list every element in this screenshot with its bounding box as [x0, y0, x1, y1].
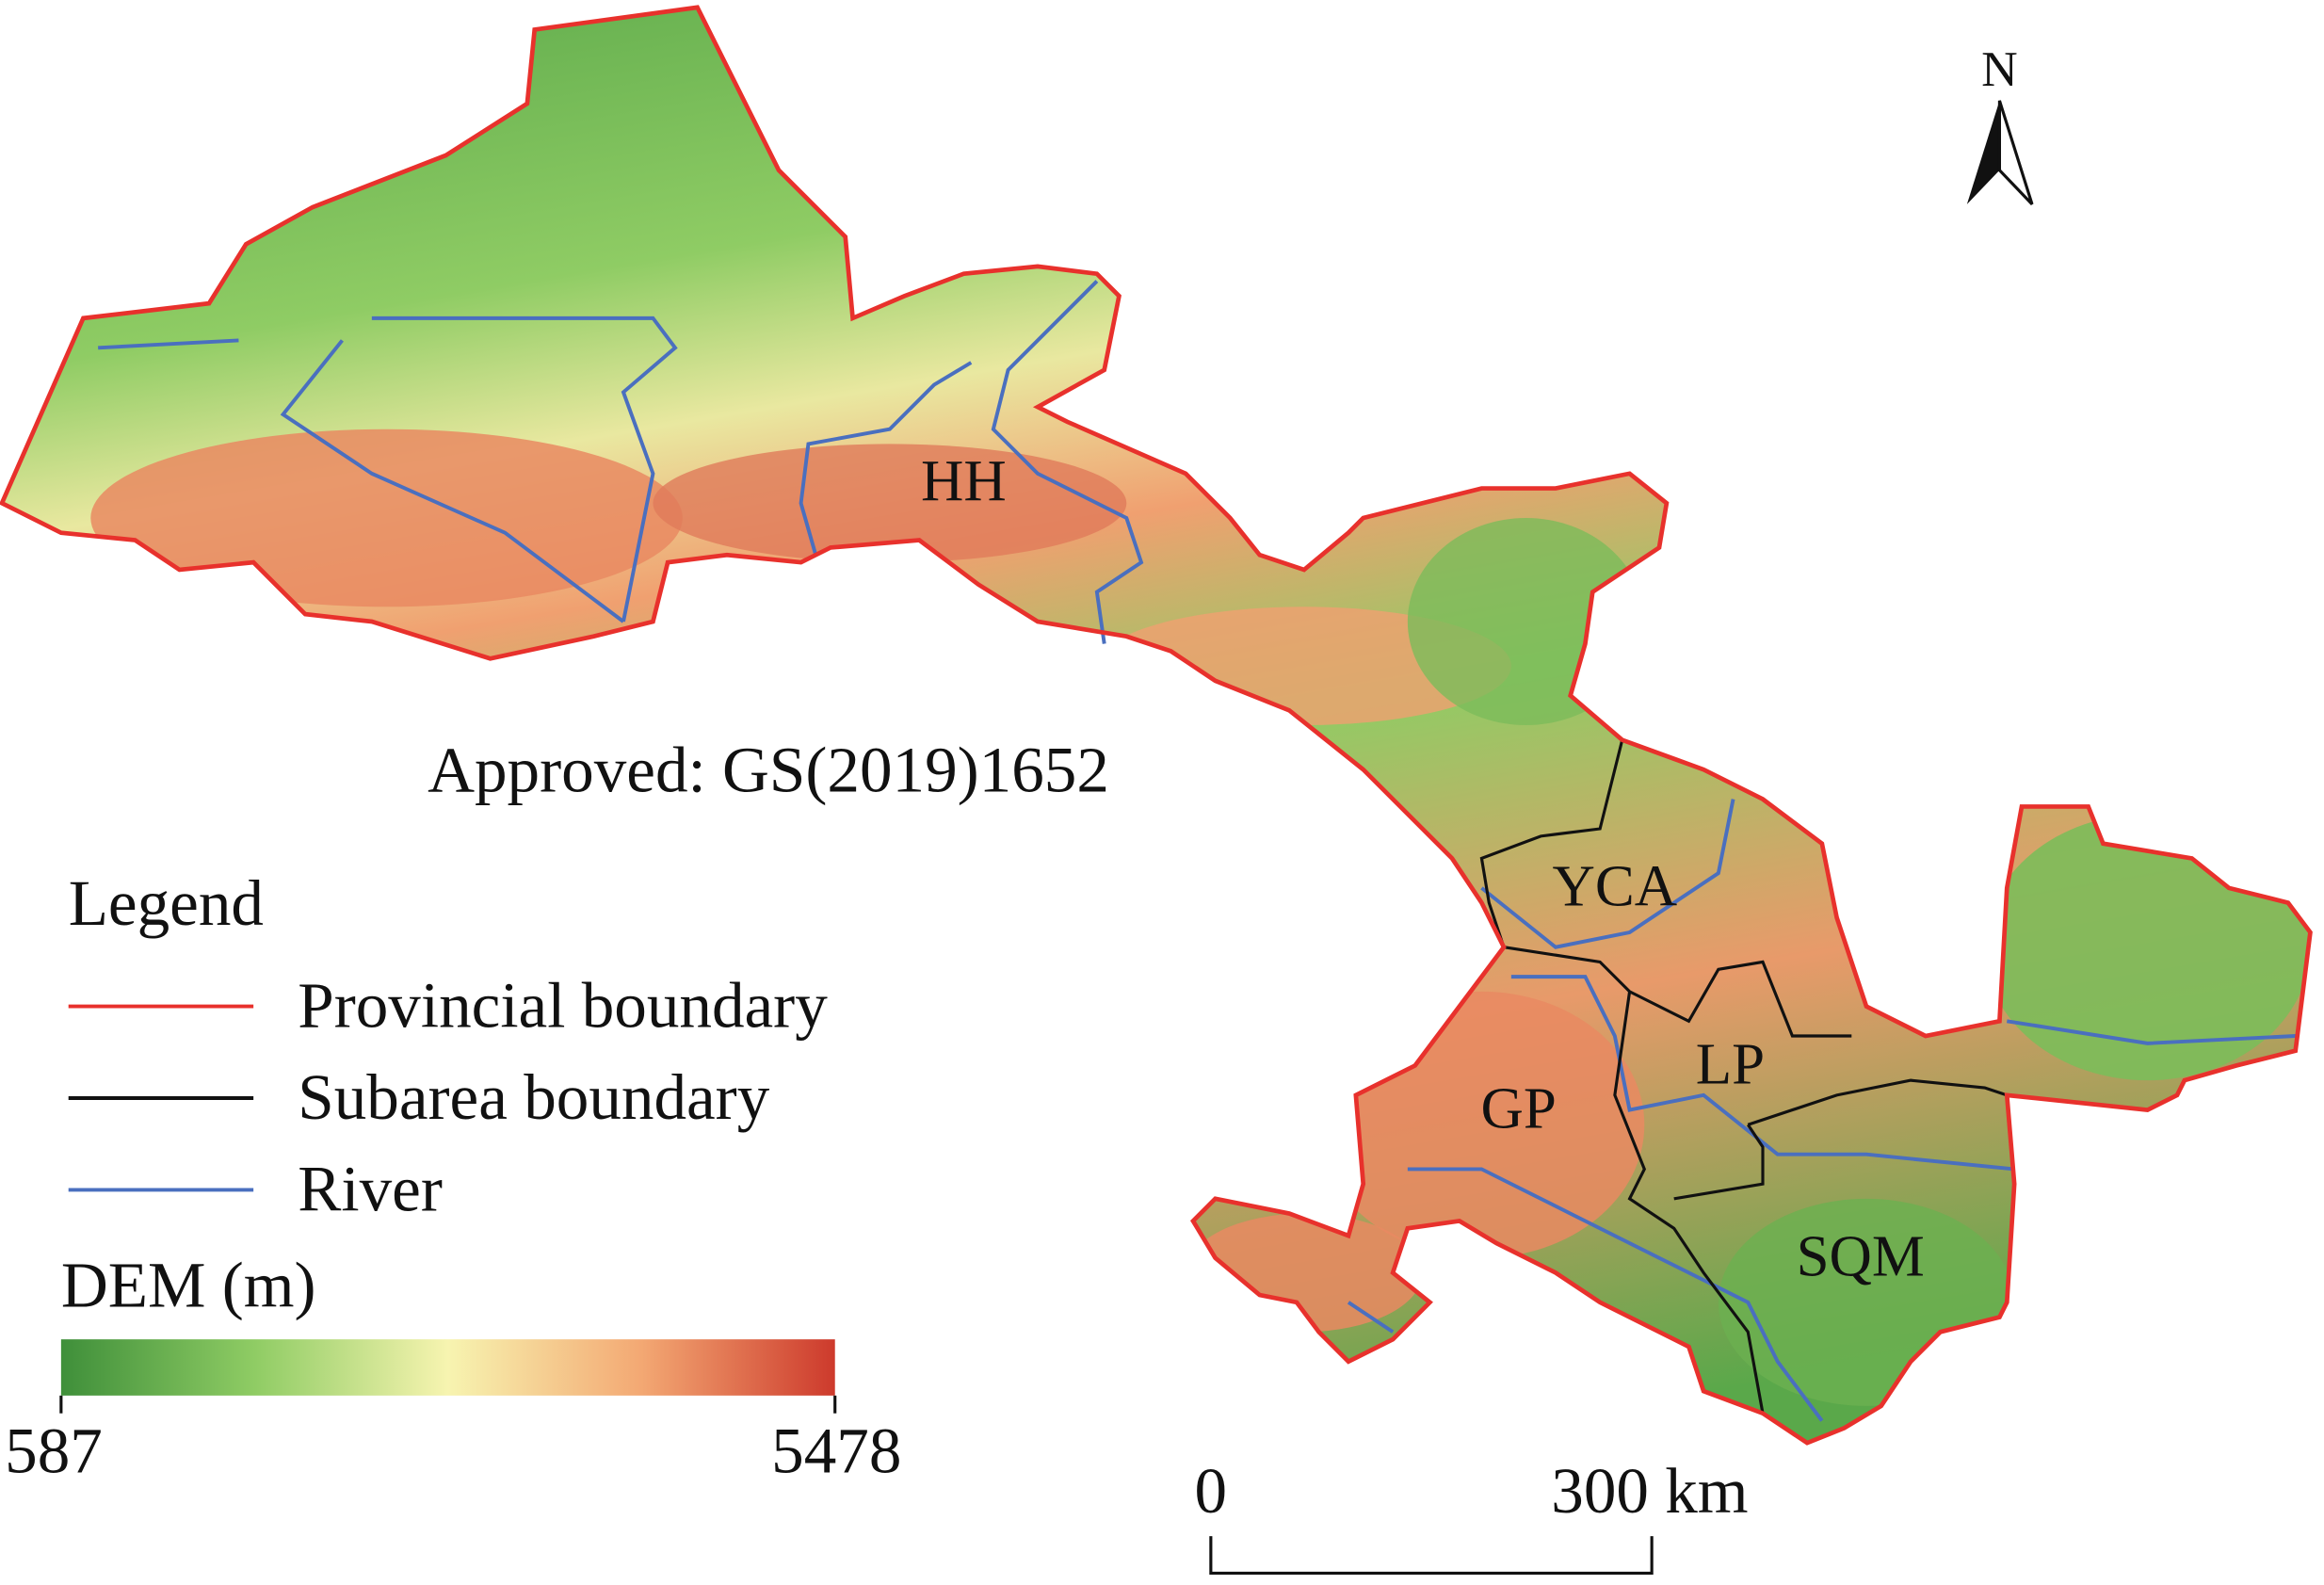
region-label: HH: [921, 447, 1007, 513]
scale-label: 300 km: [1551, 1454, 1748, 1527]
colorbar: DEM (m) 587 5478: [5, 1249, 901, 1487]
legend-label: Provincial boundary: [298, 969, 828, 1042]
colorbar-tick-label: 5478: [771, 1415, 901, 1487]
colorbar-tick-label: 587: [5, 1415, 103, 1487]
region-label: SQM: [1797, 1223, 1925, 1289]
subarea-boundaries: [1479, 739, 2008, 1414]
north-arrow: N: [1966, 40, 2034, 205]
approval-note: Approved: GS(2019)1652: [428, 734, 1109, 806]
region-label: GP: [1481, 1075, 1557, 1140]
legend: Legend Provincial boundary Subarea bounda…: [68, 866, 828, 1224]
scale-label: 0: [1195, 1454, 1228, 1527]
scale-bar: 0 300 km: [1195, 1454, 1749, 1575]
legend-title: Legend: [69, 866, 264, 939]
north-label: N: [1981, 40, 2018, 97]
region-label: LP: [1696, 1030, 1765, 1096]
legend-label: Subarea boundary: [298, 1060, 769, 1133]
rivers: [98, 280, 2296, 1422]
region-label: YCA: [1553, 853, 1678, 919]
colorbar-ramp: [60, 1339, 835, 1396]
legend-label: River: [298, 1152, 443, 1224]
colorbar-title: DEM (m): [61, 1249, 316, 1321]
